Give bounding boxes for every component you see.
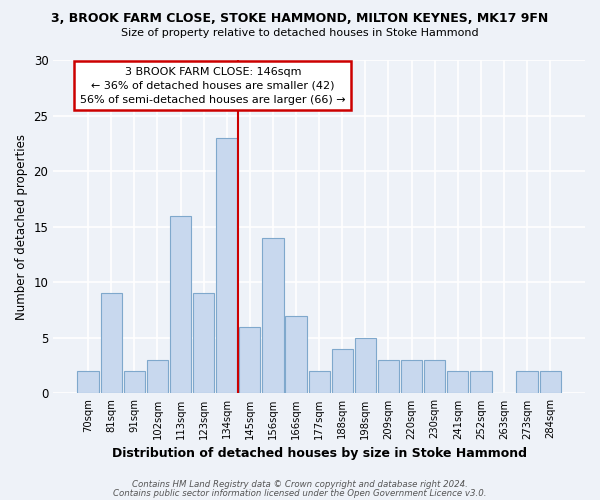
Text: 3, BROOK FARM CLOSE, STOKE HAMMOND, MILTON KEYNES, MK17 9FN: 3, BROOK FARM CLOSE, STOKE HAMMOND, MILT…	[52, 12, 548, 26]
Bar	[147, 360, 168, 394]
Bar	[517, 371, 538, 394]
Bar	[447, 371, 469, 394]
Bar	[216, 138, 238, 394]
Bar	[355, 338, 376, 394]
Bar	[286, 316, 307, 394]
Bar	[77, 371, 99, 394]
Bar	[193, 294, 214, 394]
Bar	[401, 360, 422, 394]
Text: Contains public sector information licensed under the Open Government Licence v3: Contains public sector information licen…	[113, 489, 487, 498]
Bar	[332, 349, 353, 394]
Bar	[124, 371, 145, 394]
Bar	[378, 360, 399, 394]
Bar	[424, 360, 445, 394]
Bar	[470, 371, 491, 394]
X-axis label: Distribution of detached houses by size in Stoke Hammond: Distribution of detached houses by size …	[112, 447, 527, 460]
Text: Contains HM Land Registry data © Crown copyright and database right 2024.: Contains HM Land Registry data © Crown c…	[132, 480, 468, 489]
Bar	[539, 371, 561, 394]
Bar	[308, 371, 330, 394]
Bar	[262, 238, 284, 394]
Text: 3 BROOK FARM CLOSE: 146sqm
← 36% of detached houses are smaller (42)
56% of semi: 3 BROOK FARM CLOSE: 146sqm ← 36% of deta…	[80, 66, 346, 104]
Bar	[170, 216, 191, 394]
Bar	[101, 294, 122, 394]
Bar	[239, 326, 260, 394]
Text: Size of property relative to detached houses in Stoke Hammond: Size of property relative to detached ho…	[121, 28, 479, 38]
Y-axis label: Number of detached properties: Number of detached properties	[15, 134, 28, 320]
